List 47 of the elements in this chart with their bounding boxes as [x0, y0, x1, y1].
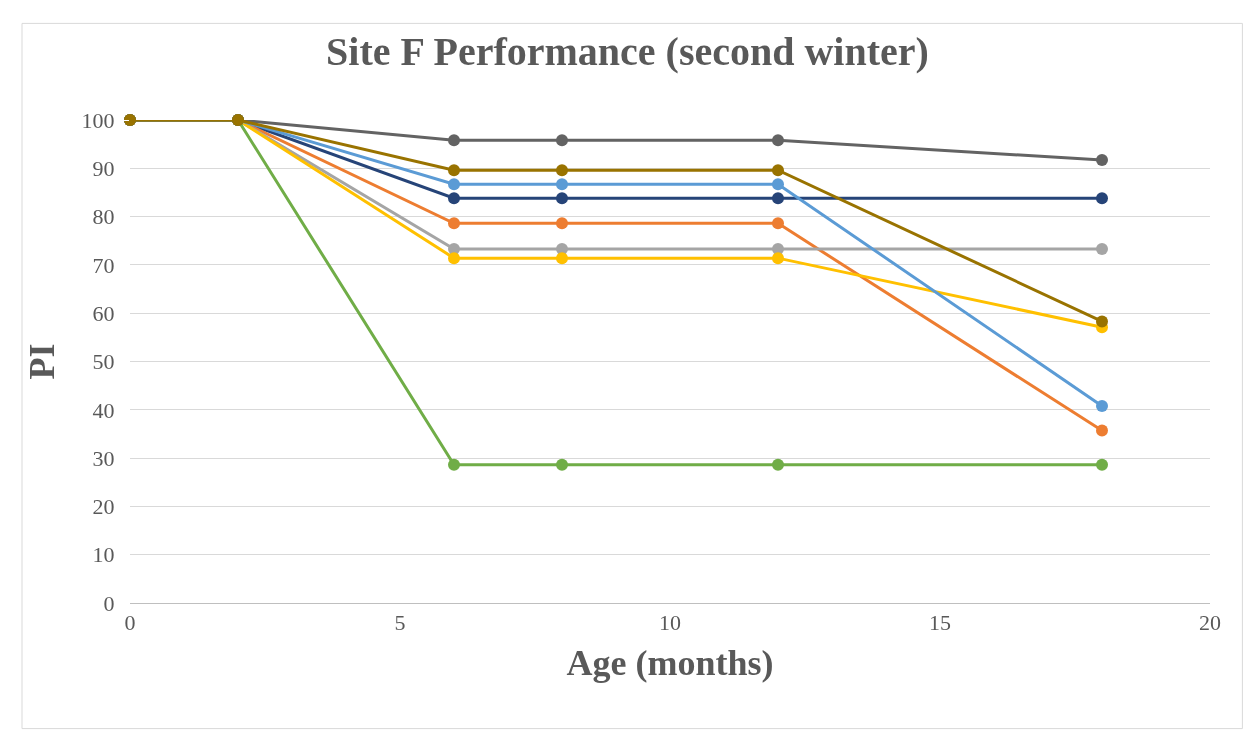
y-tick-label: 30: [92, 445, 115, 471]
point: [556, 458, 568, 471]
point: [772, 178, 784, 191]
point: [1096, 315, 1108, 328]
point: [1096, 242, 1108, 255]
point: [1096, 424, 1108, 437]
point: [448, 458, 460, 471]
chart-title: Site F Performance (second winter): [326, 29, 929, 75]
point: [772, 192, 784, 205]
point: [1096, 192, 1108, 205]
point: [556, 178, 568, 191]
point: [556, 192, 568, 205]
point: [448, 192, 460, 205]
x-tick-label: 5: [394, 610, 406, 636]
y-tick-label: 40: [92, 397, 115, 423]
point: [556, 217, 568, 230]
point: [772, 134, 784, 147]
point: [772, 164, 784, 177]
x-tick-label: 20: [1199, 610, 1221, 636]
y-tick-label: 50: [92, 349, 115, 375]
point: [448, 178, 460, 191]
y-tick-label: 20: [92, 494, 115, 520]
point: [772, 458, 784, 471]
point: [556, 164, 568, 177]
point: [448, 134, 460, 147]
y-tick-label: 10: [92, 542, 115, 568]
y-tick-label: 70: [92, 252, 115, 278]
point: [772, 217, 784, 230]
point: [556, 134, 568, 147]
x-tick-label: 0: [124, 610, 136, 636]
y-tick-label: 60: [92, 300, 115, 326]
y-tick-label: 0: [103, 590, 115, 616]
point: [448, 217, 460, 230]
point: [772, 252, 784, 265]
y-tick-label: 80: [92, 204, 115, 230]
point: [448, 252, 460, 265]
y-tick-label: 100: [81, 107, 115, 133]
y-axis-title: PI: [22, 343, 63, 380]
point: [1096, 458, 1108, 471]
point: [1096, 399, 1108, 412]
point: [448, 164, 460, 177]
x-tick-label: 15: [929, 610, 951, 636]
y-tick-label: 90: [92, 156, 115, 181]
x-axis-title: Age (months): [566, 643, 774, 684]
point: [1096, 154, 1108, 167]
point: [556, 252, 568, 265]
x-tick-label: 10: [659, 610, 681, 636]
